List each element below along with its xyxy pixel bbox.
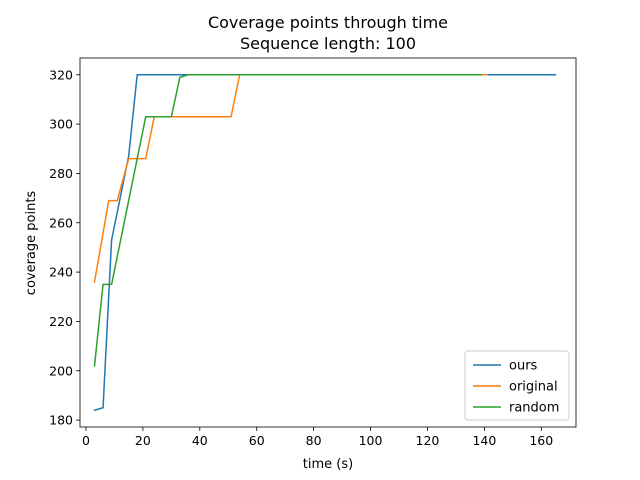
x-tick-label: 0 [82,433,90,448]
x-tick-label: 60 [249,433,265,448]
y-tick-label: 300 [49,117,73,132]
axes-frame [79,57,577,428]
x-tick-label: 100 [359,433,383,448]
legend-box [464,350,570,421]
y-tick-label: 240 [49,265,73,280]
x-tick-label: 140 [472,433,496,448]
y-tick-label: 200 [49,363,73,378]
x-axis-label: time (s) [303,457,353,472]
series-line-original [93,74,488,283]
x-axis-ticks: 0 20 40 60 80 100 120 140 160 [82,427,553,448]
y-tick-label: 180 [49,413,73,428]
legend-label-random: random [509,401,559,416]
series-line-random [93,74,483,367]
y-tick-label: 280 [49,166,73,181]
plot-area [79,57,577,428]
y-axis-ticks: 180 200 220 240 260 280 300 320 [49,67,80,428]
legend-label-original: original [509,380,558,395]
x-tick-label: 40 [192,433,208,448]
x-tick-label: 20 [135,433,151,448]
y-tick-label: 260 [49,215,73,230]
x-tick-label: 160 [529,433,553,448]
x-tick-label: 120 [416,433,440,448]
chart-subtitle: Sequence length: 100 [240,34,416,53]
y-tick-label: 320 [49,67,73,82]
legend-label-ours: ours [509,359,538,374]
chart-title: Coverage points through time [208,13,448,32]
legend: ours original random [464,350,570,421]
x-tick-label: 80 [306,433,322,448]
y-axis-label: coverage points [24,191,39,296]
y-tick-label: 220 [49,314,73,329]
